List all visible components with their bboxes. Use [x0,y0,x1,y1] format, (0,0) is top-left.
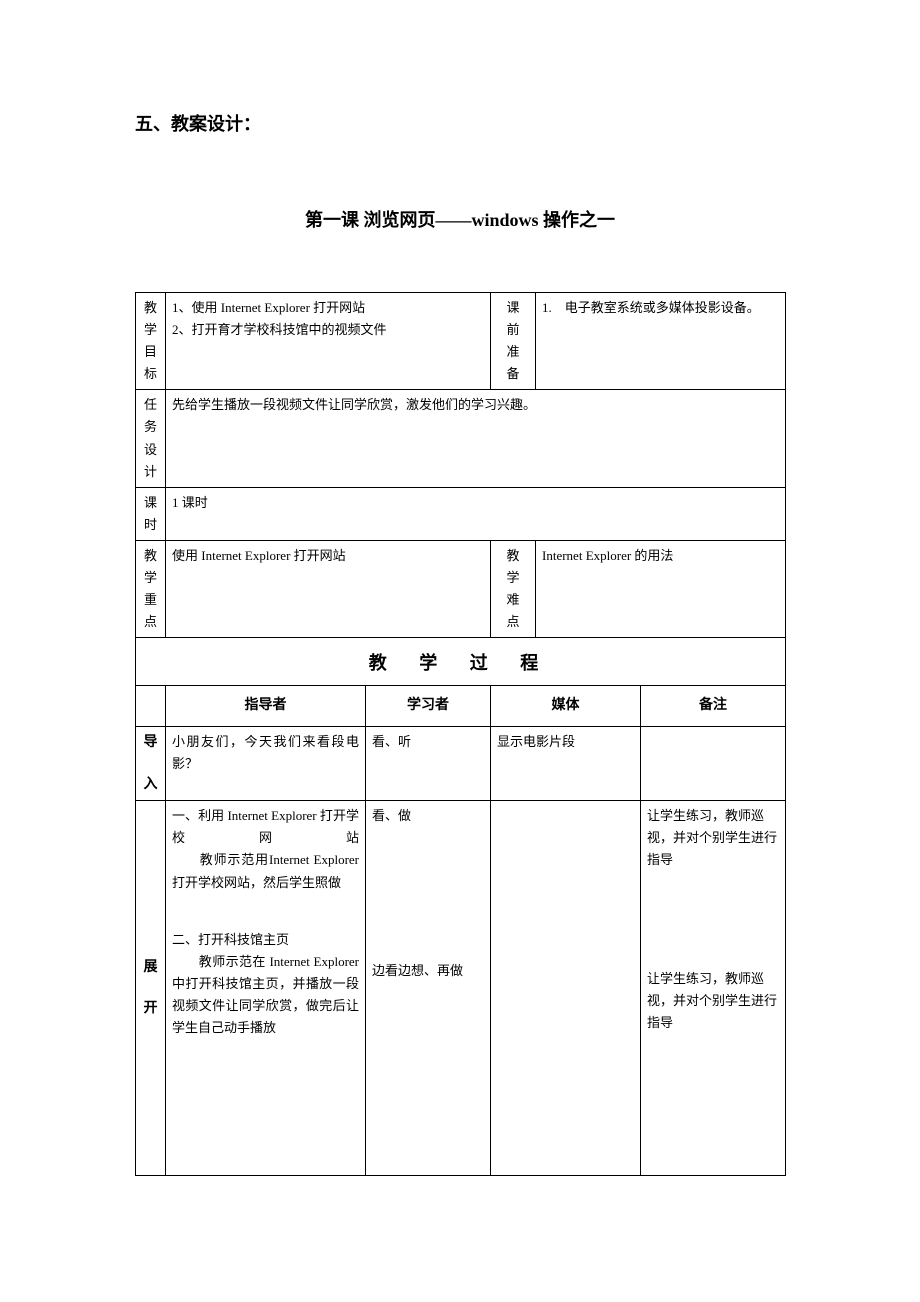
intro-instructor: 小朋友们，今天我们来看段电影？ [166,726,366,801]
phase-text: 展 [142,956,159,980]
develop-learner: 看、做 边看边想、再做 [366,801,491,1176]
develop-notes: 让学生练习，教师巡视，并对个别学生进行指导 让学生练习，教师巡视，并对个别学生进… [641,801,786,1176]
develop-instructor-text: 二、打开科技馆主页 [172,929,359,951]
develop-notes-text: 让学生练习，教师巡视，并对个别学生进行指导 [647,968,779,1034]
label-text: 课前准备 [507,297,520,385]
phase-develop: 展 开 [136,801,166,1176]
phase-text: 开 [142,997,159,1021]
process-header: 教 学 过 程 [136,638,786,686]
label-text: 教学重点 [144,545,157,633]
empty-cell [136,685,166,726]
intro-instructor-text: 小朋友们，今天我们来看段电影？ [172,734,359,771]
label-class-hours: 课时 [136,487,166,540]
label-difficulties: 教学难点 [491,540,536,637]
table-row: 展 开 一、利用 Internet Explorer 打开学校网站 教师示范用I… [136,801,786,1176]
develop-media [491,801,641,1176]
develop-learner-text: 边看边想、再做 [372,960,484,982]
label-task-design: 任务设计 [136,390,166,487]
label-preparation: 课前准备 [491,293,536,390]
label-key-points: 教学重点 [136,540,166,637]
key-points-content: 使用 Internet Explorer 打开网站 [166,540,491,637]
lesson-plan-table: 教学目标 1、使用 Internet Explorer 打开网站 2、打开育才学… [135,292,786,1176]
col-learner: 学习者 [366,685,491,726]
phase-text: 入 [142,773,159,797]
intro-media: 显示电影片段 [491,726,641,801]
label-text: 教学目标 [144,297,157,385]
label-objectives: 教学目标 [136,293,166,390]
develop-learner-text: 看、做 [372,805,484,827]
class-hours-text: 1 课时 [172,495,208,510]
task-design-text: 先给学生播放一段视频文件让同学欣赏，激发他们的学习兴趣。 [172,397,536,412]
intro-learner: 看、听 [366,726,491,801]
table-row: 教学目标 1、使用 Internet Explorer 打开网站 2、打开育才学… [136,293,786,390]
label-text: 课时 [144,492,157,536]
label-text: 任务设计 [144,394,157,482]
intro-learner-text: 看、听 [372,734,411,749]
preparation-line: 1. 电子教室系统或多媒体投影设备。 [542,297,779,319]
col-instructor: 指导者 [166,685,366,726]
class-hours-content: 1 课时 [166,487,786,540]
col-notes: 备注 [641,685,786,726]
table-row: 任务设计 先给学生播放一段视频文件让同学欣赏，激发他们的学习兴趣。 [136,390,786,487]
develop-instructor: 一、利用 Internet Explorer 打开学校网站 教师示范用Inter… [166,801,366,1176]
table-row: 课时 1 课时 [136,487,786,540]
phase-text: 导 [142,731,159,755]
objectives-content: 1、使用 Internet Explorer 打开网站 2、打开育才学校科技馆中… [166,293,491,390]
table-row: 教学重点 使用 Internet Explorer 打开网站 教学难点 Inte… [136,540,786,637]
difficulties-content: Internet Explorer 的用法 [536,540,786,637]
phase-intro: 导 入 [136,726,166,801]
section-heading: 五、教案设计： [135,110,785,136]
develop-instructor-text: 教师示范用Internet Explorer 打开学校网站，然后学生照做 [172,849,359,893]
develop-instructor-text: 教师示范在 Internet Explorer 中打开科技馆主页，并播放一段视频… [172,951,359,1039]
table-row: 导 入 小朋友们，今天我们来看段电影？ 看、听 显示电影片段 [136,726,786,801]
label-text: 教学难点 [507,545,520,633]
develop-instructor-text: 一、利用 Internet Explorer 打开学校网站 [172,805,359,849]
develop-notes-text: 让学生练习，教师巡视，并对个别学生进行指导 [647,805,779,871]
task-design-content: 先给学生播放一段视频文件让同学欣赏，激发他们的学习兴趣。 [166,390,786,487]
intro-notes [641,726,786,801]
objectives-line: 2、打开育才学校科技馆中的视频文件 [172,319,484,341]
objectives-line: 1、使用 Internet Explorer 打开网站 [172,297,484,319]
key-points-text: 使用 Internet Explorer 打开网站 [172,548,346,563]
difficulties-text: Internet Explorer 的用法 [542,548,673,563]
table-row: 指导者 学习者 媒体 备注 [136,685,786,726]
preparation-content: 1. 电子教室系统或多媒体投影设备。 [536,293,786,390]
col-media: 媒体 [491,685,641,726]
table-row: 教 学 过 程 [136,638,786,686]
lesson-title: 第一课 浏览网页——windows 操作之一 [135,206,785,232]
intro-media-text: 显示电影片段 [497,734,575,749]
